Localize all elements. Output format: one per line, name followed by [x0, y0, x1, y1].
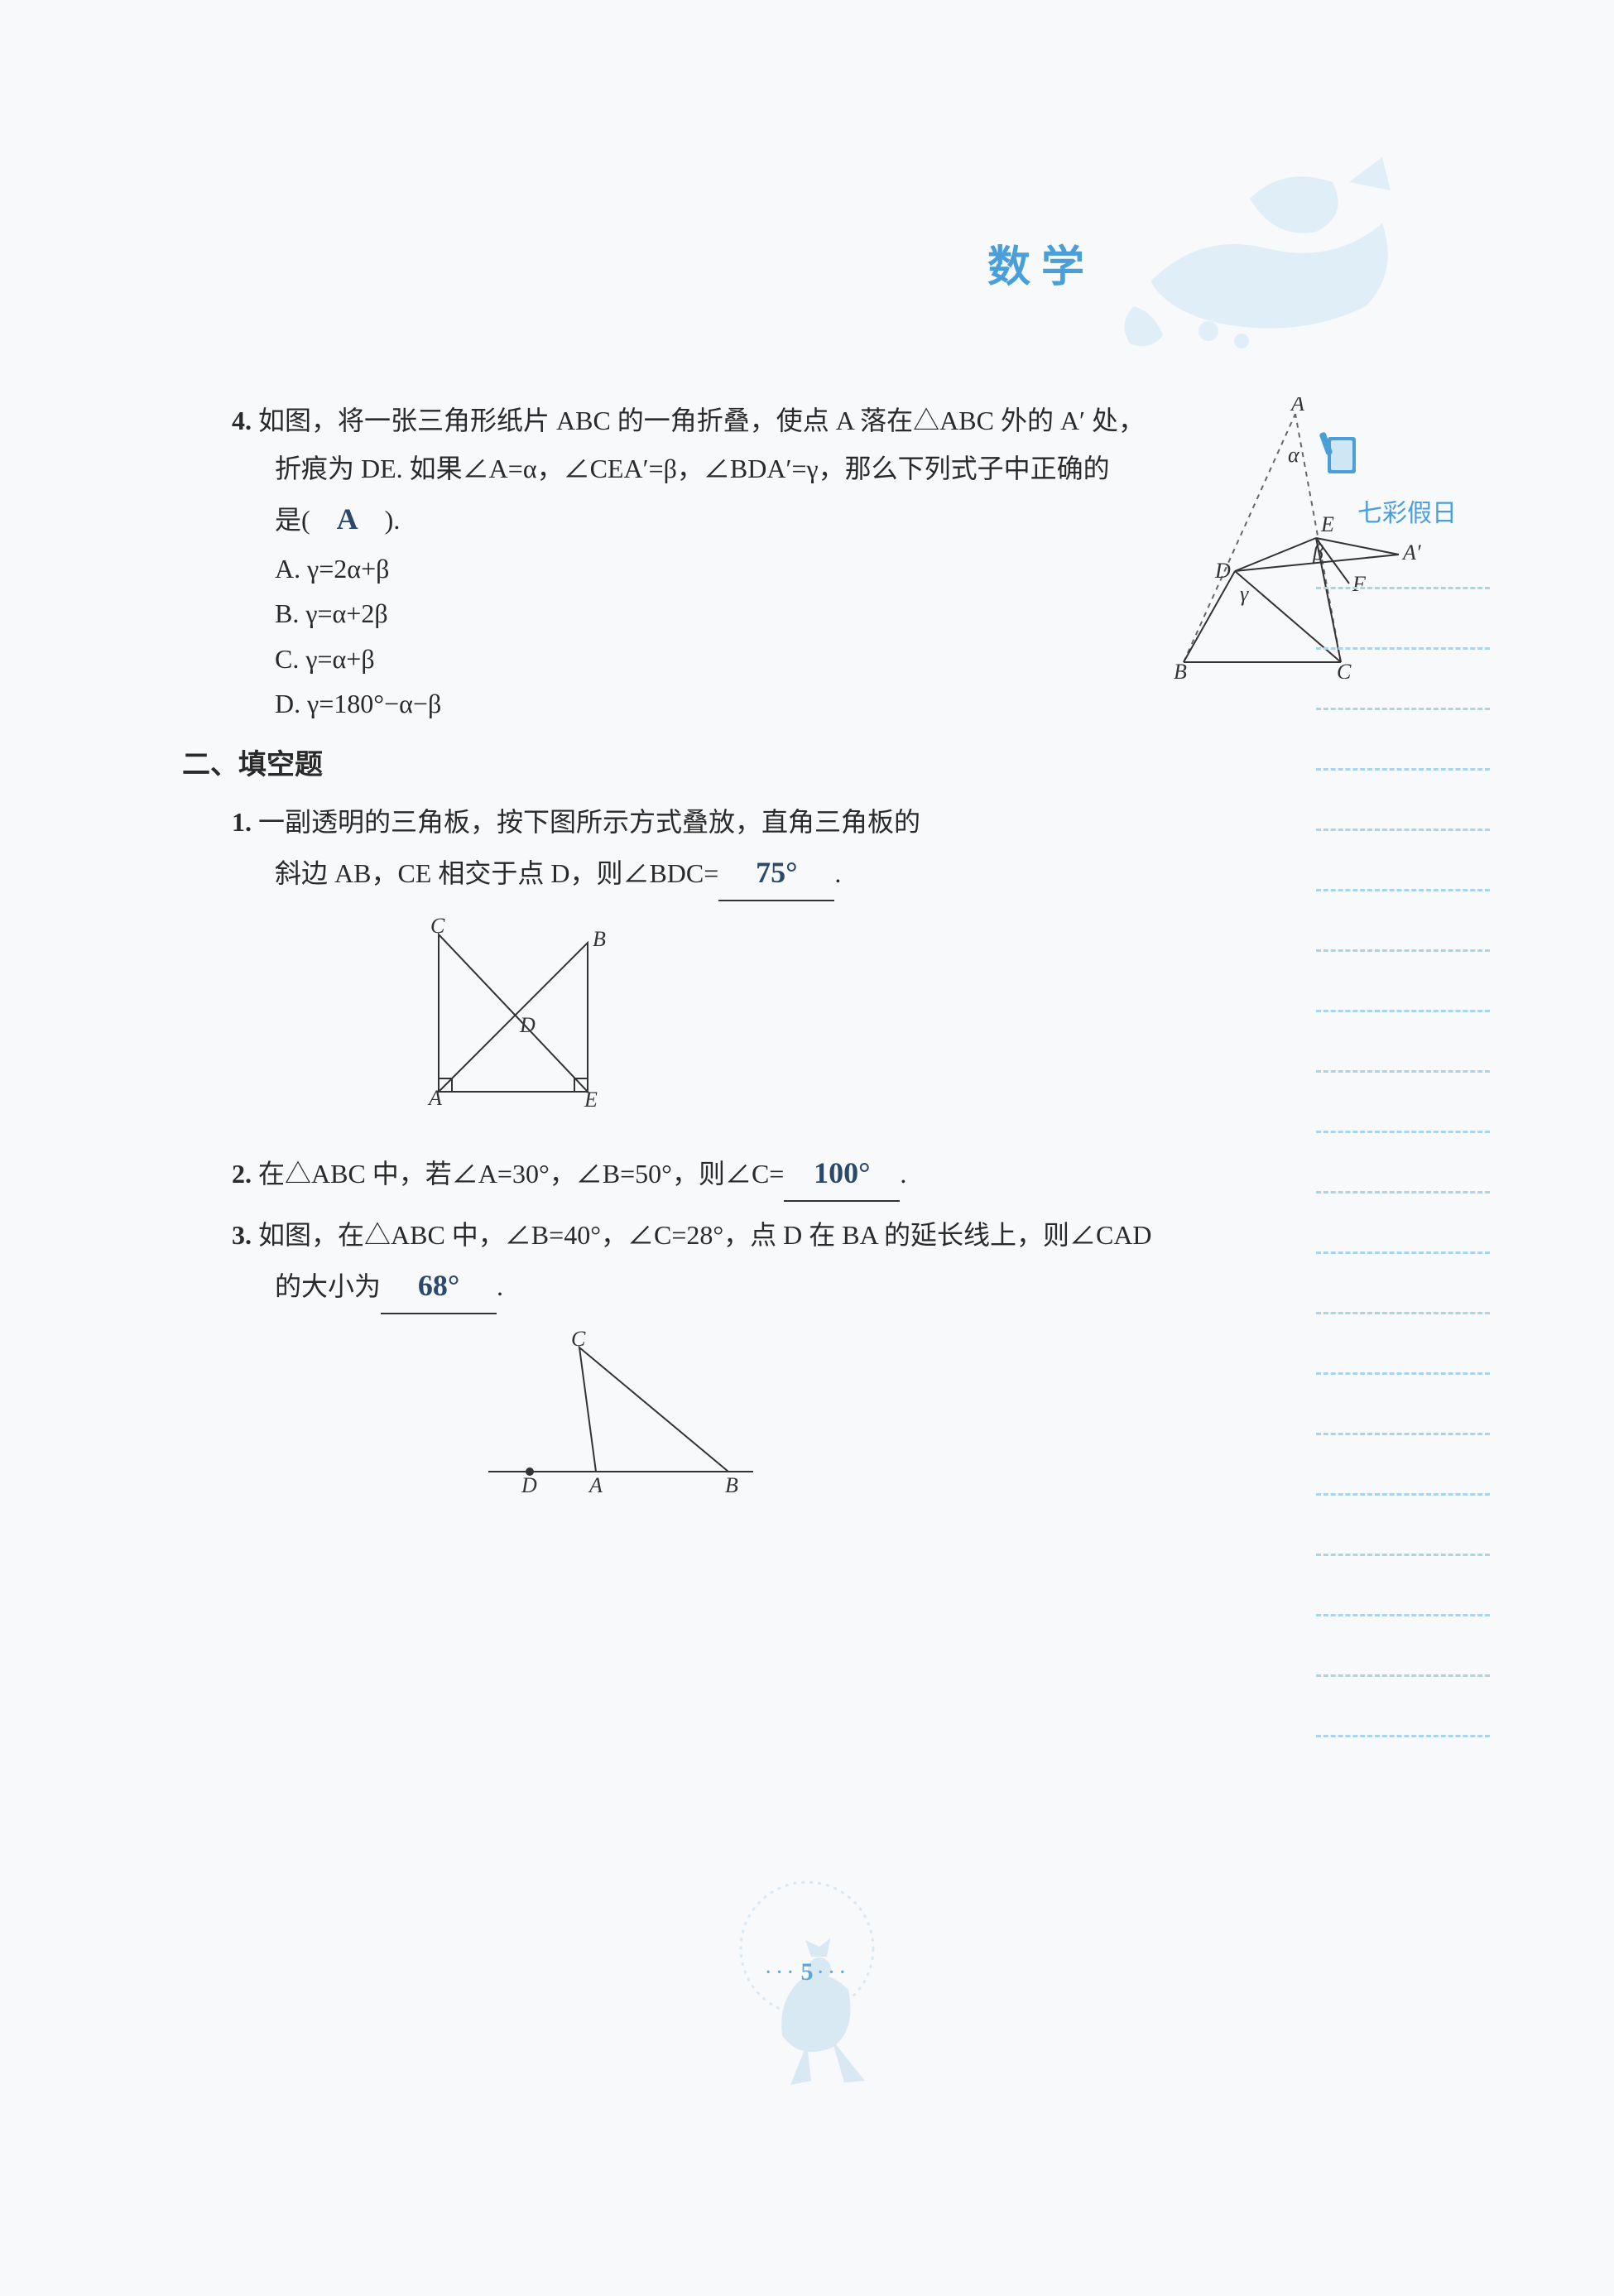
question-4: 4. 如图，将一张三角形纸片 ABC 的一角折叠，使点 A 落在△ABC 外的 …	[232, 397, 1225, 727]
fq3-pre: 的大小为	[275, 1271, 381, 1301]
fig-q4-A: A	[1290, 397, 1304, 415]
page-number: 5	[801, 1958, 814, 1986]
fq1-text1: 一副透明的三角板，按下图所示方式叠放，直角三角板的	[258, 807, 920, 837]
sidebar-line-6	[1316, 889, 1490, 891]
footer-dots-left: ···	[765, 1960, 798, 1986]
q4-number: 4.	[232, 406, 252, 435]
fig-q4-alpha: α	[1288, 443, 1300, 467]
fig-fq1-A: A	[427, 1086, 442, 1108]
fq1-answer: 75°	[756, 856, 797, 889]
sidebar-line-8	[1316, 1010, 1490, 1012]
sidebar-line-17	[1316, 1554, 1490, 1556]
sidebar-line-14	[1316, 1372, 1490, 1375]
header-area: 数 学	[935, 83, 1515, 315]
sidebar-line-2	[1316, 647, 1490, 650]
sidebar-line-11	[1316, 1191, 1490, 1194]
footer-dots-right: ···	[817, 1960, 850, 1986]
q4-text1: 如图，将一张三角形纸片 ABC 的一角折叠，使点 A 落在△ABC 外的 A′ …	[258, 406, 1145, 435]
fill-question-1: 1. 一副透明的三角板，按下图所示方式叠放，直角三角板的 斜边 AB，CE 相交…	[232, 799, 1225, 1136]
fq3-text1: 如图，在△ABC 中，∠B=40°，∠C=28°，点 D 在 BA 的延长线上，…	[258, 1220, 1152, 1250]
fq3-line2: 的大小为 68°.	[232, 1259, 1225, 1314]
fq2-number: 2.	[232, 1159, 252, 1189]
fig-q4-B: B	[1174, 660, 1187, 679]
fig-fq1-E: E	[584, 1088, 598, 1108]
figure-fq1: A B C D E	[414, 918, 662, 1108]
sidebar-line-1	[1316, 587, 1490, 589]
sidebar-line-9	[1316, 1070, 1490, 1073]
page-footer: ··· 5 ···	[658, 1899, 956, 2130]
content-area: 4. 如图，将一张三角形纸片 ABC 的一角折叠，使点 A 落在△ABC 外的 …	[232, 397, 1225, 1535]
fq2-post: .	[900, 1159, 906, 1189]
fq2-answer: 100°	[814, 1156, 870, 1189]
fig-fq3-D: D	[521, 1473, 537, 1496]
sidebar-line-12	[1316, 1251, 1490, 1254]
notebook-icon	[1316, 430, 1366, 480]
figure-fq3: A B C D	[480, 1331, 761, 1496]
fq1-line2: 斜边 AB，CE 相交于点 D，则∠BDC= 75°.	[232, 846, 1225, 901]
fq3-post: .	[497, 1271, 503, 1301]
sidebar-line-19	[1316, 1674, 1490, 1677]
sidebar-line-18	[1316, 1614, 1490, 1616]
q4-option-b: B. γ=α+2β	[232, 591, 1225, 636]
fq3-answer: 68°	[418, 1269, 459, 1302]
worksheet-page: 数 学 4. 如图，将一张三角形纸片 ABC 的一角折叠，使点 A 落在△ABC…	[0, 0, 1614, 2296]
subject-title: 数 学	[987, 232, 1084, 294]
fig-fq1-B: B	[593, 927, 606, 951]
fig-fq3-A: A	[588, 1473, 603, 1496]
q4-option-a: A. γ=2α+β	[232, 546, 1225, 591]
q4-line2: 折痕为 DE. 如果∠A=α，∠CEA′=β，∠BDA′=γ，那么下列式子中正确…	[232, 445, 1225, 493]
q4-line3: 是( A ).	[232, 492, 1225, 546]
sidebar: 七彩假日	[1316, 430, 1498, 1795]
fq3-number: 3.	[232, 1220, 252, 1250]
fill-question-2: 2. 在△ABC 中，若∠A=30°，∠B=50°，则∠C= 100°.	[232, 1146, 1225, 1202]
fig-fq1-C: C	[430, 918, 445, 938]
q4-line1: 4. 如图，将一张三角形纸片 ABC 的一角折叠，使点 A 落在△ABC 外的 …	[232, 397, 1225, 445]
q4-pre: 是(	[275, 505, 337, 535]
fq3-line1: 3. 如图，在△ABC 中，∠B=40°，∠C=28°，点 D 在 BA 的延长…	[232, 1212, 1225, 1260]
sidebar-line-7	[1316, 949, 1490, 952]
sidebar-line-5	[1316, 829, 1490, 831]
fig-fq3-B: B	[725, 1473, 738, 1496]
q4-post: ).	[358, 505, 401, 535]
fig-q4-gamma: γ	[1240, 582, 1249, 606]
sidebar-line-10	[1316, 1131, 1490, 1133]
fig-fq3-C: C	[571, 1331, 586, 1351]
fq1-line1: 1. 一副透明的三角板，按下图所示方式叠放，直角三角板的	[232, 799, 1225, 847]
sidebar-label: 七彩假日	[1316, 492, 1498, 529]
fill-question-3: 3. 如图，在△ABC 中，∠B=40°，∠C=28°，点 D 在 BA 的延长…	[232, 1212, 1225, 1525]
fq1-pre: 斜边 AB，CE 相交于点 D，则∠BDC=	[275, 858, 718, 888]
fq2-pre: 在△ABC 中，若∠A=30°，∠B=50°，则∠C=	[258, 1159, 784, 1189]
q4-option-d: D. γ=180°−α−β	[232, 681, 1225, 726]
fq1-post: .	[834, 858, 841, 888]
sidebar-line-16	[1316, 1493, 1490, 1496]
decorative-ship-icon	[1084, 132, 1432, 364]
fig-q4-D: D	[1214, 559, 1231, 583]
section-2-header: 二、填空题	[182, 740, 1225, 790]
page-number-row: ··· 5 ···	[658, 1958, 956, 1986]
sidebar-line-3	[1316, 708, 1490, 710]
sidebar-line-13	[1316, 1312, 1490, 1314]
sidebar-line-4	[1316, 768, 1490, 771]
sidebar-line-20	[1316, 1735, 1490, 1737]
q4-option-c: C. γ=α+β	[232, 636, 1225, 681]
fig-fq1-D: D	[519, 1013, 536, 1037]
fq1-number: 1.	[232, 807, 252, 837]
q4-answer: A	[337, 502, 358, 536]
sidebar-line-15	[1316, 1433, 1490, 1435]
